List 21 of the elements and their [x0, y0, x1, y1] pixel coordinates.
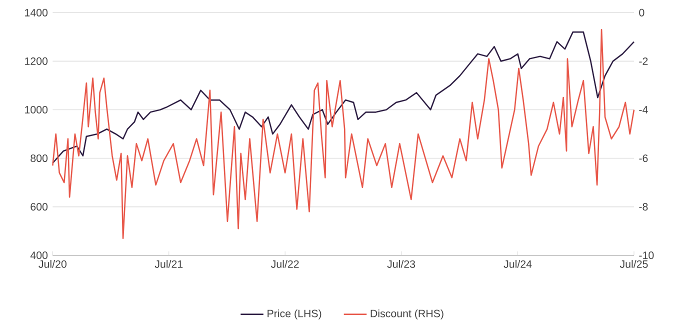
- y-tick-label: 400: [30, 252, 48, 260]
- x-tick-label: Jul/25: [620, 260, 648, 268]
- x-tick-label: Jul/24: [504, 260, 532, 268]
- y2-tick-label: -10: [639, 252, 654, 260]
- legend-label: Price (LHS): [268, 310, 322, 320]
- y2-tick-label: -4: [639, 106, 648, 114]
- x-tick-label: Jul/22: [271, 260, 299, 268]
- y2-tick-label: -6: [639, 154, 648, 162]
- y-tick-label: 600: [30, 203, 48, 211]
- legend-label: Discount (RHS): [370, 310, 444, 320]
- x-tick-label: Jul/20: [38, 260, 66, 268]
- y-tick-label: 1200: [25, 58, 48, 66]
- y-tick-label: 800: [30, 154, 48, 162]
- y2-tick-label: -2: [639, 58, 648, 66]
- x-tick-label: Jul/23: [387, 260, 416, 268]
- x-tick-label: Jul/21: [154, 260, 183, 268]
- y2-tick-label: -8: [639, 203, 648, 211]
- y-tick-label: 1000: [25, 106, 48, 114]
- y2-tick-label: 0: [639, 9, 644, 17]
- line-series: [52, 32, 635, 164]
- y-tick-label: 1400: [25, 9, 48, 17]
